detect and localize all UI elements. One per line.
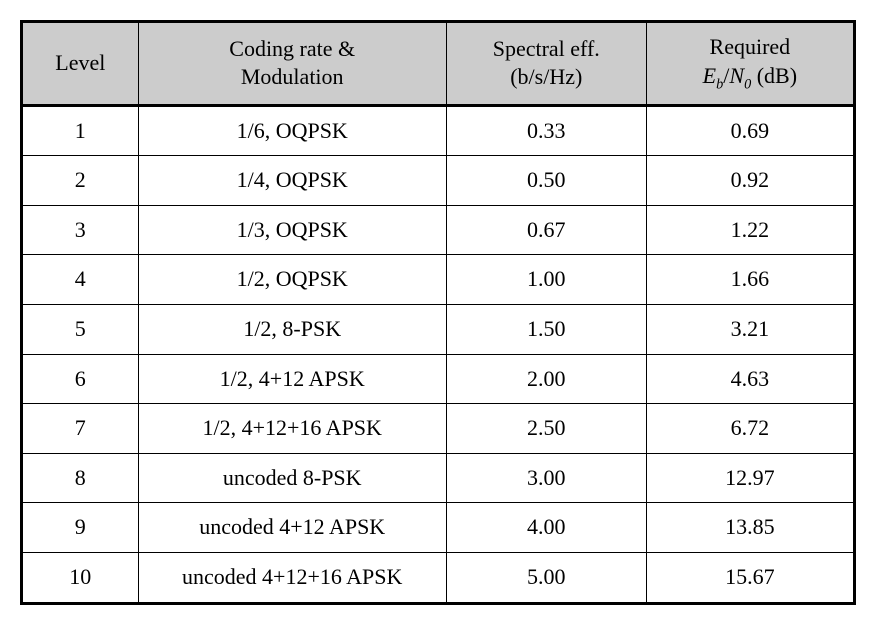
table-row: 21/4, OQPSK0.500.92 xyxy=(22,156,855,206)
ebn0-E: E xyxy=(703,63,716,88)
cell-spectral_eff: 2.50 xyxy=(446,404,646,454)
cell-modulation: 1/4, OQPSK xyxy=(138,156,446,206)
cell-level: 5 xyxy=(22,304,139,354)
cell-level: 2 xyxy=(22,156,139,206)
cell-eb_n0: 12.97 xyxy=(646,453,854,503)
col-header-ebn0-line1: Required xyxy=(710,34,791,59)
cell-eb_n0: 4.63 xyxy=(646,354,854,404)
table-header: Level Coding rate & Modulation Spectral … xyxy=(22,22,855,106)
cell-modulation: 1/2, 4+12 APSK xyxy=(138,354,446,404)
cell-modulation: uncoded 4+12 APSK xyxy=(138,503,446,553)
cell-eb_n0: 13.85 xyxy=(646,503,854,553)
ebn0-unit: (dB) xyxy=(751,63,797,88)
cell-spectral_eff: 5.00 xyxy=(446,552,646,603)
cell-modulation: uncoded 4+12+16 APSK xyxy=(138,552,446,603)
table-row: 71/2, 4+12+16 APSK2.506.72 xyxy=(22,404,855,454)
table-row: 51/2, 8-PSK1.503.21 xyxy=(22,304,855,354)
table-body: 11/6, OQPSK0.330.6921/4, OQPSK0.500.9231… xyxy=(22,105,855,603)
ebn0-N: N xyxy=(729,63,744,88)
cell-level: 3 xyxy=(22,205,139,255)
col-header-level: Level xyxy=(22,22,139,106)
cell-spectral_eff: 0.33 xyxy=(446,105,646,156)
cell-spectral_eff: 2.00 xyxy=(446,354,646,404)
cell-eb_n0: 0.69 xyxy=(646,105,854,156)
col-header-modulation-line2: Modulation xyxy=(241,64,344,89)
cell-modulation: uncoded 8-PSK xyxy=(138,453,446,503)
col-header-ebn0: Required Eb/N0 (dB) xyxy=(646,22,854,106)
cell-modulation: 1/2, 8-PSK xyxy=(138,304,446,354)
cell-level: 4 xyxy=(22,255,139,305)
cell-eb_n0: 1.66 xyxy=(646,255,854,305)
col-header-spectral-line1: Spectral eff. xyxy=(493,36,600,61)
cell-modulation: 1/2, OQPSK xyxy=(138,255,446,305)
cell-spectral_eff: 1.50 xyxy=(446,304,646,354)
table-row: 41/2, OQPSK1.001.66 xyxy=(22,255,855,305)
cell-modulation: 1/3, OQPSK xyxy=(138,205,446,255)
cell-modulation: 1/2, 4+12+16 APSK xyxy=(138,404,446,454)
cell-spectral_eff: 1.00 xyxy=(446,255,646,305)
cell-eb_n0: 6.72 xyxy=(646,404,854,454)
table-row: 61/2, 4+12 APSK2.004.63 xyxy=(22,354,855,404)
col-header-spectral: Spectral eff. (b/s/Hz) xyxy=(446,22,646,106)
cell-modulation: 1/6, OQPSK xyxy=(138,105,446,156)
cell-spectral_eff: 0.50 xyxy=(446,156,646,206)
table-row: 31/3, OQPSK0.671.22 xyxy=(22,205,855,255)
col-header-modulation-line1: Coding rate & xyxy=(229,36,355,61)
cell-level: 9 xyxy=(22,503,139,553)
cell-level: 1 xyxy=(22,105,139,156)
cell-spectral_eff: 0.67 xyxy=(446,205,646,255)
cell-level: 10 xyxy=(22,552,139,603)
cell-spectral_eff: 3.00 xyxy=(446,453,646,503)
col-header-spectral-line2: (b/s/Hz) xyxy=(510,64,582,89)
cell-eb_n0: 1.22 xyxy=(646,205,854,255)
table-row: 8uncoded 8-PSK3.0012.97 xyxy=(22,453,855,503)
col-header-modulation: Coding rate & Modulation xyxy=(138,22,446,106)
modulation-table: Level Coding rate & Modulation Spectral … xyxy=(20,20,856,605)
cell-eb_n0: 15.67 xyxy=(646,552,854,603)
cell-eb_n0: 3.21 xyxy=(646,304,854,354)
table-row: 10uncoded 4+12+16 APSK5.0015.67 xyxy=(22,552,855,603)
cell-level: 8 xyxy=(22,453,139,503)
cell-level: 6 xyxy=(22,354,139,404)
table-row: 9uncoded 4+12 APSK4.0013.85 xyxy=(22,503,855,553)
table-row: 11/6, OQPSK0.330.69 xyxy=(22,105,855,156)
cell-spectral_eff: 4.00 xyxy=(446,503,646,553)
cell-eb_n0: 0.92 xyxy=(646,156,854,206)
cell-level: 7 xyxy=(22,404,139,454)
